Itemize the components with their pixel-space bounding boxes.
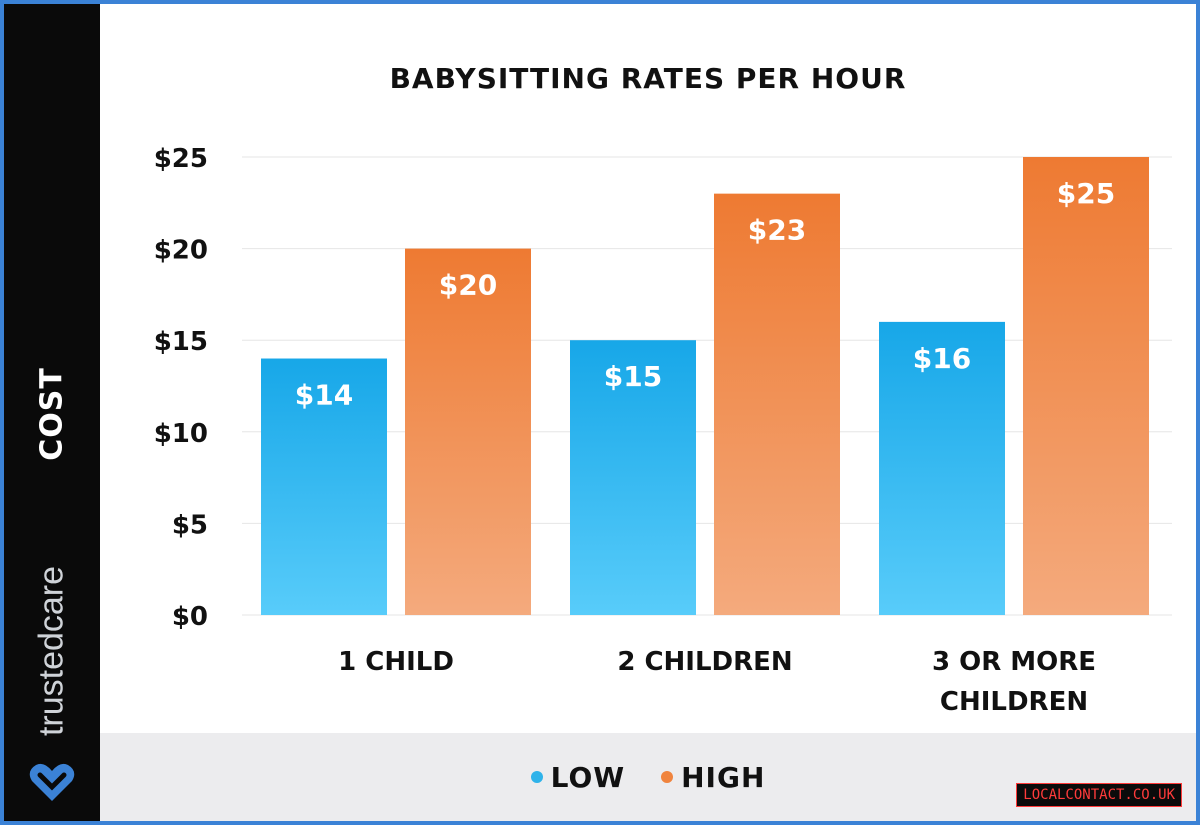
data-label: $20 — [439, 269, 497, 302]
legend-item-low: LOW — [530, 760, 626, 794]
chart-plot: $0 $5 $10 $15 $20 $25 $14 $20 $15 $23 $16 $25 1 CH… — [154, 144, 1172, 717]
bar-high-0 — [405, 248, 531, 615]
data-label: $23 — [748, 214, 806, 247]
category-label: 1 CHILD — [338, 647, 454, 677]
data-label: $16 — [913, 342, 971, 375]
bar-low-2 — [879, 321, 1005, 615]
legend-label-high: HIGH — [681, 760, 766, 794]
bar-low-1 — [570, 340, 696, 615]
bar-high-2 — [1023, 157, 1149, 615]
y-tick-label: $10 — [154, 419, 208, 449]
y-tick-label: $5 — [172, 510, 208, 540]
heart-logo-icon — [29, 763, 75, 801]
legend-item-high: HIGH — [661, 761, 765, 794]
category-label: CHILDREN — [940, 687, 1088, 717]
category-label: 3 OR MORE — [932, 647, 1096, 677]
y-tick-label: $15 — [154, 327, 208, 357]
watermark: LOCALCONTACT.CO.UK — [1016, 783, 1182, 807]
y-tick-label: $25 — [154, 144, 208, 174]
legend: LOW HIGH — [100, 733, 1196, 821]
chart-title: BABYSITTING RATES PER HOUR — [389, 62, 907, 95]
legend-dot-high — [661, 771, 674, 783]
y-tick-label: $20 — [154, 236, 208, 266]
bar-low-0 — [261, 358, 387, 615]
legend-dot-low — [530, 771, 543, 783]
data-label: $15 — [604, 360, 662, 393]
category-label: 2 CHILDREN — [617, 647, 792, 677]
data-label: $25 — [1057, 177, 1115, 210]
data-label: $14 — [295, 379, 353, 412]
sidebar: COST trustedcare — [4, 4, 100, 821]
brand-name: trustedcare — [32, 565, 71, 737]
y-axis-title: COST — [34, 367, 70, 461]
bar-high-1 — [714, 193, 840, 615]
y-tick-label: $0 — [172, 602, 208, 632]
legend-label-low: LOW — [550, 760, 626, 794]
